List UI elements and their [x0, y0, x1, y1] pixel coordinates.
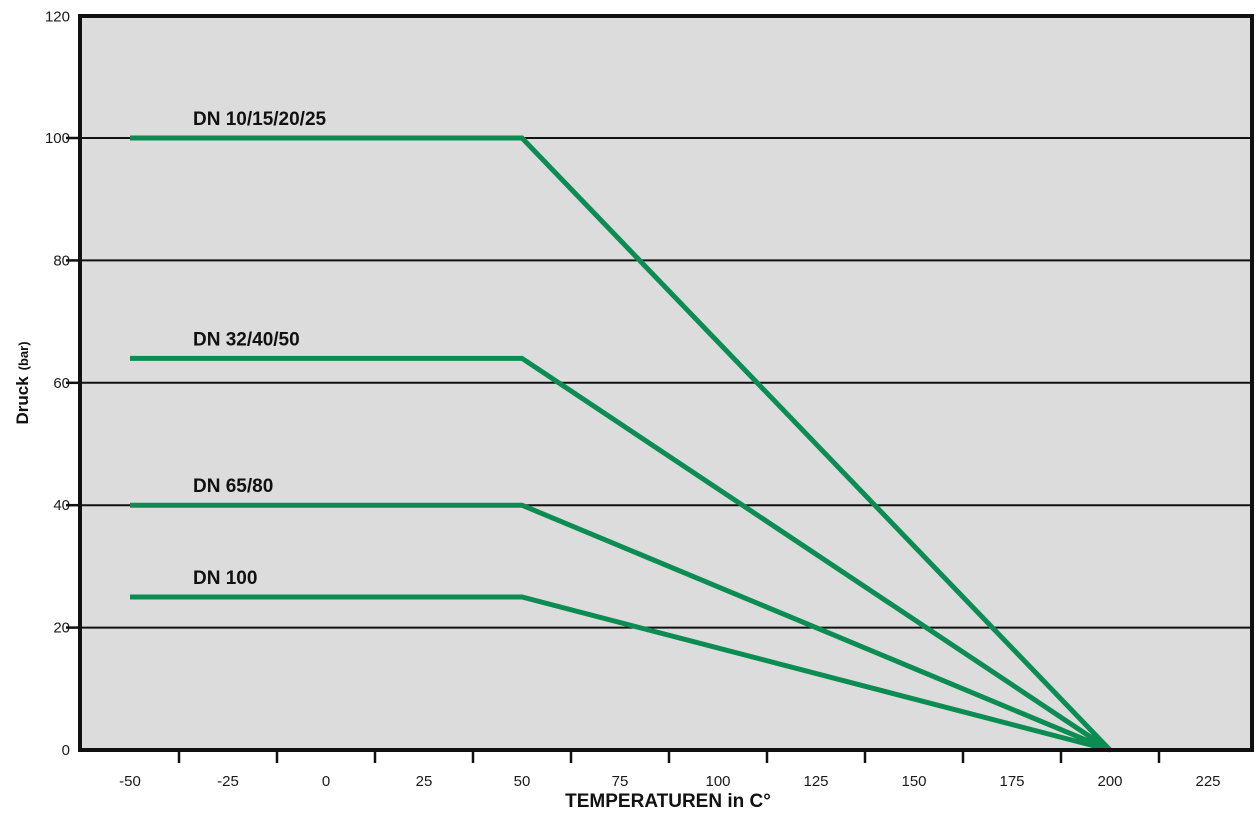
y-axis-unit: (bar) [16, 341, 31, 370]
y-tick-label: 100 [45, 130, 70, 147]
x-axis-title: TEMPERATUREN in C° [565, 791, 771, 812]
x-tick-label: 225 [1195, 773, 1220, 790]
y-tick-label: 60 [53, 375, 70, 392]
y-tick-label: 120 [45, 9, 70, 26]
x-tick-label: 200 [1097, 773, 1122, 790]
series-label: DN 10/15/20/25 [193, 109, 327, 130]
series-line [130, 502, 1111, 753]
x-tick-label: 150 [901, 773, 926, 790]
x-tick-label: 0 [322, 773, 330, 790]
x-tick-label: 175 [999, 773, 1024, 790]
series-label: DN 32/40/50 [193, 329, 300, 350]
x-tick-label: -50 [119, 773, 141, 790]
y-tick-label: 40 [53, 497, 70, 514]
x-tick-label: 100 [705, 773, 730, 790]
x-tick-label: -25 [217, 773, 239, 790]
series-labels: DN 10/15/20/25 DN 32/40/50 DN 65/80 DN 100 [193, 109, 327, 589]
series-line [130, 135, 1112, 752]
x-tick-label: 75 [612, 773, 629, 790]
x-tick-label: 50 [514, 773, 531, 790]
x-axis-ticks: -50 -25 0 25 50 75 100 125 150 175 200 225 [119, 750, 1221, 790]
y-tick-label: 80 [53, 252, 70, 269]
y-tick-label: 0 [62, 742, 70, 759]
y-axis-ticks: 0 20 40 60 80 100 120 [45, 9, 80, 759]
series-line [130, 594, 1111, 753]
y-tick-label: 20 [53, 620, 70, 637]
series-lines [130, 135, 1112, 753]
x-tick-label: 25 [416, 773, 433, 790]
y-axis-title: Druck(bar) [13, 341, 32, 424]
series-label: DN 100 [193, 568, 257, 589]
series-line [130, 355, 1112, 753]
x-tick-label: 125 [803, 773, 828, 790]
series-label: DN 65/80 [193, 476, 273, 497]
